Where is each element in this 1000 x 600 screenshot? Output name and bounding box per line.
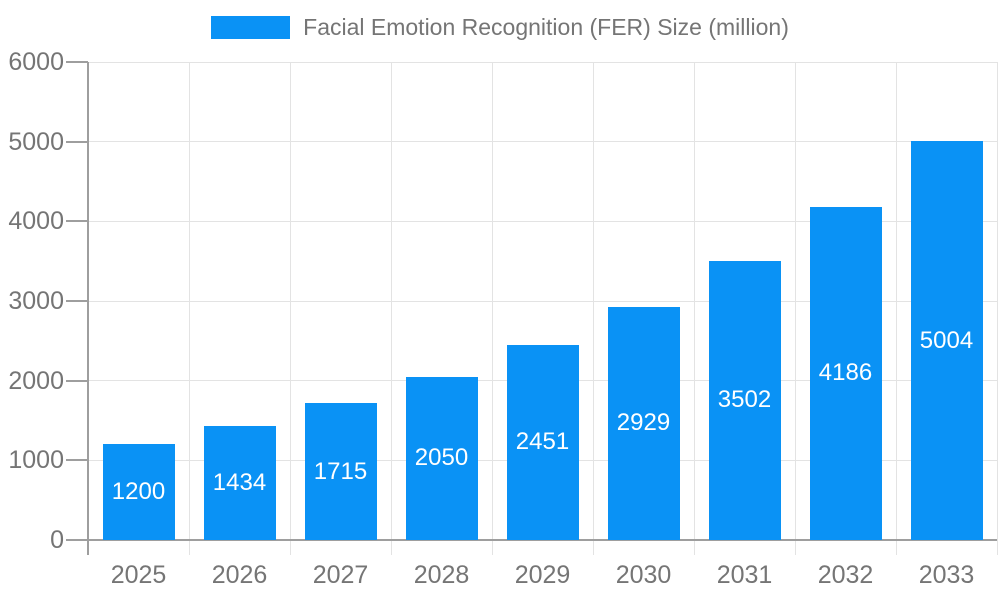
y-axis-tick (66, 539, 88, 541)
bar-2029: 2451 (506, 344, 579, 540)
legend-swatch (211, 16, 291, 39)
bar-text: 1715 (313, 457, 368, 485)
bar-text: 2451 (515, 428, 570, 456)
y-axis-tick (66, 220, 88, 223)
x-axis-line (88, 539, 997, 541)
x-gridline (491, 62, 493, 540)
x-axis-tick-label: 2026 (211, 561, 268, 589)
x-axis-tick-label: 2033 (918, 561, 975, 589)
x-gridline (693, 62, 695, 540)
bar-2033: 5004 (910, 141, 983, 540)
bar-text: 2929 (616, 409, 671, 437)
legend-label: Facial Emotion Recognition (FER) Size (m… (303, 14, 789, 40)
x-axis-tick (592, 540, 594, 555)
x-axis-tick (289, 540, 291, 555)
bar-text: 2050 (414, 444, 469, 472)
bar-text: 1434 (212, 468, 267, 496)
y-axis-tick (66, 300, 88, 302)
x-axis-tick-label: 2030 (615, 561, 672, 589)
bar-2028: 2050 (405, 376, 478, 540)
bar-2025: 1200 (102, 444, 175, 540)
y-axis-tick (66, 459, 88, 462)
x-axis-tick (996, 540, 998, 555)
legend: Facial Emotion Recognition (FER) Size (m… (0, 14, 1000, 41)
y-axis-tick (66, 140, 88, 143)
x-gridline (895, 62, 897, 540)
y-axis-line (87, 62, 89, 555)
x-axis-tick-label: 2027 (312, 561, 369, 589)
bar-2030: 2929 (607, 306, 680, 540)
y-axis-tick-label: 2000 (8, 366, 64, 395)
x-gridline (289, 62, 291, 540)
x-axis-tick (794, 540, 796, 555)
bar-text: 1200 (111, 478, 166, 506)
y-axis-tick-label: 1000 (8, 446, 64, 475)
bar-2026: 1434 (203, 425, 276, 540)
x-axis-tick-label: 2029 (514, 561, 571, 589)
bar-2031: 3502 (708, 261, 781, 540)
y-axis-tick-label: 0 (50, 526, 64, 554)
x-axis-tick-label: 2028 (413, 561, 470, 589)
x-axis-tick-label: 2025 (110, 561, 167, 589)
y-axis-tick-label: 6000 (8, 48, 64, 76)
x-gridline (188, 62, 190, 540)
bar-2032: 4186 (809, 206, 882, 540)
x-axis-tick (491, 540, 493, 555)
x-axis-tick (693, 540, 695, 555)
x-axis-tick (390, 540, 392, 555)
y-axis-tick-label: 4000 (8, 207, 64, 236)
bar-text: 3502 (717, 386, 772, 414)
x-gridline (996, 62, 998, 540)
y-axis-tick (66, 379, 88, 382)
x-axis-tick (188, 540, 190, 555)
x-gridline (390, 62, 392, 540)
y-axis-tick-label: 5000 (8, 127, 64, 156)
y-axis-tick-label: 3000 (8, 287, 64, 315)
bar-2027: 1715 (304, 403, 377, 540)
x-gridline (794, 62, 796, 540)
y-gridline (88, 141, 997, 143)
y-gridline (88, 220, 997, 222)
bar-text: 5004 (919, 326, 974, 354)
x-axis-tick (895, 540, 897, 555)
x-axis-tick-label: 2032 (817, 561, 874, 589)
x-axis-tick-label: 2031 (716, 561, 773, 589)
y-gridline (88, 300, 997, 302)
y-gridline (88, 61, 997, 63)
bar-text: 4186 (818, 359, 873, 387)
y-axis-tick (66, 61, 88, 63)
x-gridline (592, 62, 594, 540)
